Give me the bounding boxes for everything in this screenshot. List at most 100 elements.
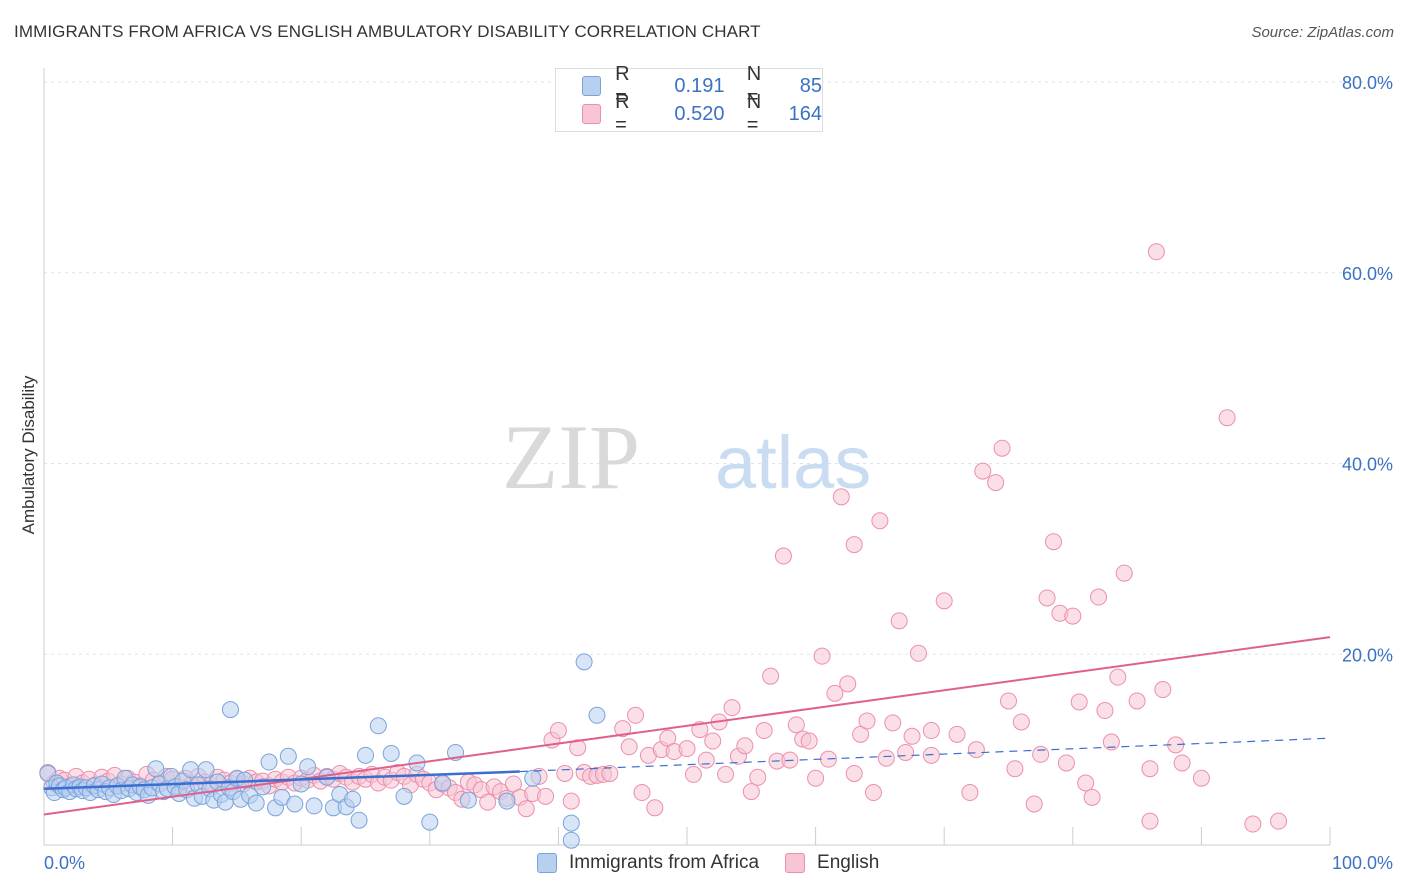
africa-point [395,787,413,805]
africa-point [279,747,297,765]
english-point [961,784,979,802]
english-point [1128,692,1146,710]
english-point [742,783,760,801]
africa-point [299,758,317,776]
africa-point [588,706,606,724]
africa-point [221,701,239,719]
english-point [903,727,921,745]
english-swatch [582,104,602,124]
english-point [1057,754,1075,772]
english-point [858,712,876,730]
english-point [1109,668,1127,686]
english-point [736,737,754,755]
africa-point [197,761,215,779]
english-point [614,720,632,738]
english-point [1064,607,1082,625]
english-point [537,787,555,805]
africa-point [305,797,323,815]
english-point [948,725,966,743]
english-point [1244,815,1262,833]
africa-point [344,790,362,808]
english-point [839,675,857,693]
africa-point [147,760,165,778]
english-trend-line [43,636,1331,816]
english-point [1083,788,1101,806]
english-point [871,512,889,530]
english-point [1025,795,1043,813]
stats-row-english: R = 0.520 N = 164 [582,91,822,136]
english-point [1096,702,1114,720]
english-point [633,784,651,802]
english-point [762,667,780,685]
africa-trend-line [43,770,520,790]
n-label: N = [746,91,762,136]
y-tick-label: 40.0% [1342,455,1393,475]
y-tick-label: 20.0% [1342,645,1393,665]
r-value: 0.191 [674,74,725,97]
legend-label-english: English [817,852,880,873]
english-point [1173,754,1191,772]
english-point [562,792,580,810]
legend-item-english[interactable]: English [785,852,879,874]
english-point [1070,693,1088,711]
series-english-points [39,243,1288,833]
english-point [601,764,619,782]
english-point [556,764,574,782]
africa-trend-extension [519,737,1331,773]
english-point [627,706,645,724]
africa-point [498,792,516,810]
x-tick-label: 100.0% [1332,853,1393,873]
english-point [890,612,908,630]
english-point [1192,769,1210,787]
english-point [684,765,702,783]
africa-point [357,746,374,764]
english-point [1102,733,1120,751]
english-point [755,722,773,740]
x-tick-label: 0.0% [44,853,85,873]
africa-point [350,811,368,829]
english-point [646,799,664,817]
english-point [909,644,927,662]
english-point [884,714,902,732]
english-point [479,793,497,811]
series-africa-points [39,653,606,849]
africa-point [369,717,387,735]
english-point [826,684,844,702]
africa-point [260,753,278,771]
english-point [1000,692,1017,710]
y-axis-label: Ambulatory Disability [19,375,38,535]
english-point [717,765,735,783]
english-point [1147,243,1165,261]
r-label: R = [615,91,630,136]
english-point [987,474,1005,492]
english-point [1090,588,1108,606]
africa-swatch [582,76,602,96]
africa-point [562,831,580,849]
africa-point [524,769,542,787]
english-point [800,732,818,750]
africa-point [421,813,439,831]
english-point [620,738,638,756]
y-tick-label: 80.0% [1342,73,1393,93]
r-label: R = [615,63,630,108]
english-point [1045,533,1063,551]
english-point [1218,409,1236,427]
n-value: 85 [799,74,822,97]
english-point [845,536,863,554]
africa-point [434,774,452,792]
english-point [974,462,992,480]
english-point [1141,812,1159,830]
source-credit: Source: ZipAtlas.com [1251,24,1394,41]
english-point [1270,812,1288,830]
africa-point [247,794,265,812]
watermark-zip: ZIP [502,406,640,508]
r-value: 0.520 [674,102,725,125]
english-point [691,721,709,739]
english-point [922,722,940,740]
legend-item-africa[interactable]: Immigrants from Africa [537,852,759,874]
english-point [749,768,767,786]
y-tick-label: 60.0% [1342,264,1393,284]
africa-legend-swatch [537,853,557,873]
n-value: 164 [788,102,822,125]
